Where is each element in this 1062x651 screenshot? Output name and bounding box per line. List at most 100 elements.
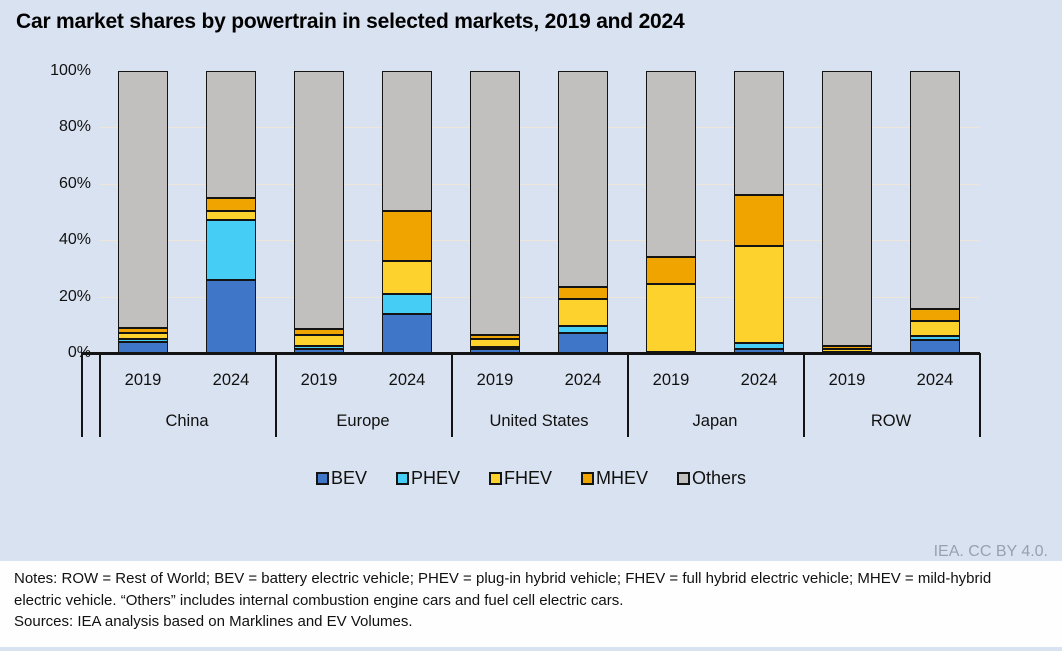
bar-japan-2024 (734, 71, 784, 353)
group-separator (451, 353, 453, 437)
group-separator (979, 353, 981, 437)
gridline-40 (99, 240, 979, 242)
legend-swatch-mhev-icon (581, 472, 595, 485)
bar-segment-others (206, 71, 256, 198)
year-label-europe-2019: 2019 (300, 371, 338, 389)
group-label-row: ROW (870, 412, 912, 430)
axis-end-tick (81, 353, 83, 437)
bar-segment-fhev (294, 334, 344, 346)
group-separator (99, 353, 101, 437)
bar-segment-mhev (734, 195, 784, 246)
gridline-80 (99, 127, 979, 129)
legend-label-fhev: FHEV (504, 468, 553, 488)
license-credit: IEA. CC BY 4.0. (933, 543, 1048, 560)
bar-segment-phev (118, 338, 168, 342)
gridline-20 (99, 296, 979, 298)
legend-swatch-fhev-icon (489, 472, 502, 485)
bar-segment-others (646, 71, 696, 258)
group-separator (627, 353, 629, 437)
group-label-china: China (165, 412, 209, 430)
group-separator (275, 353, 277, 437)
legend-swatch-bev-icon (315, 472, 329, 485)
legend-swatch-others-icon (677, 472, 691, 485)
legend-item-mhev: MHEV (581, 468, 648, 489)
bar-segment-fhev (734, 245, 784, 344)
legend-item-bev: BEV (315, 468, 367, 489)
sources-text: Sources: IEA analysis based on Marklines… (14, 613, 413, 630)
year-label-united-states-2019: 2019 (476, 371, 514, 389)
group-label-united-states: United States (489, 412, 589, 430)
bar-segment-phev (734, 343, 784, 349)
bar-segment-fhev (646, 283, 696, 352)
y-axis-label-20: 20% (58, 287, 91, 305)
group-label-japan: Japan (692, 412, 738, 430)
y-axis-label-100: 100% (50, 62, 91, 79)
bar-segment-phev (558, 326, 608, 334)
bar-segment-mhev (646, 257, 696, 284)
bar-segment-others (470, 71, 520, 335)
bar-segment-mhev (470, 334, 520, 339)
y-axis-label-40: 40% (58, 231, 91, 249)
legend-item-phev: PHEV (395, 468, 460, 489)
bar-segment-fhev (558, 299, 608, 327)
notes-text: Notes: ROW = Rest of World; BEV = batter… (14, 570, 992, 609)
chart-title: Car market shares by powertrain in selec… (16, 10, 685, 33)
bar-segment-others (734, 71, 784, 196)
bar-europe-2019 (294, 71, 344, 353)
year-label-japan-2019: 2019 (652, 371, 690, 389)
bar-segment-fhev (470, 338, 520, 348)
legend-label-bev: BEV (330, 468, 367, 488)
plot-area (99, 71, 979, 353)
y-axis-label-0: 0% (67, 344, 91, 361)
bar-row-2024 (910, 71, 960, 353)
bar-segment-phev (910, 336, 960, 341)
bar-segment-mhev (294, 329, 344, 335)
year-label-row-2019: 2019 (828, 371, 866, 389)
legend-item-others: Others (677, 468, 746, 489)
year-label-china-2024: 2024 (212, 371, 250, 389)
bar-segment-others (910, 71, 960, 310)
bar-segment-fhev (822, 348, 872, 352)
year-label-europe-2024: 2024 (388, 371, 426, 389)
bar-row-2019 (822, 71, 872, 353)
bar-segment-fhev (206, 210, 256, 221)
bar-segment-phev (206, 220, 256, 280)
legend: BEV PHEV FHEV MHEV Others (0, 468, 1062, 489)
x-axis-line (81, 352, 980, 355)
legend-swatch-phev-icon (395, 472, 409, 485)
bar-united-states-2024 (558, 71, 608, 353)
bar-segment-mhev (558, 286, 608, 300)
bar-segment-bev (382, 313, 432, 353)
legend-label-others: Others (692, 468, 747, 488)
y-axis-label-60: 60% (58, 174, 91, 192)
bar-segment-bev (206, 279, 256, 353)
bar-china-2024 (206, 71, 256, 353)
bar-segment-fhev (118, 333, 168, 339)
bar-europe-2024 (382, 71, 432, 353)
bar-segment-others (822, 71, 872, 346)
legend-label-phev: PHEV (410, 468, 460, 488)
bar-segment-others (382, 71, 432, 211)
bar-segment-others (294, 71, 344, 330)
bar-segment-fhev (382, 261, 432, 294)
bar-segment-fhev (910, 320, 960, 337)
bar-japan-2019 (646, 71, 696, 353)
year-label-china-2019: 2019 (124, 371, 162, 389)
bar-segment-mhev (118, 327, 168, 334)
bar-united-states-2019 (470, 71, 520, 353)
bar-china-2019 (118, 71, 168, 353)
bar-segment-phev (382, 293, 432, 314)
year-label-row-2024: 2024 (916, 371, 954, 389)
bar-segment-phev (294, 345, 344, 349)
group-separator (803, 353, 805, 437)
group-label-europe: Europe (336, 412, 390, 430)
bar-segment-mhev (822, 345, 872, 349)
year-label-united-states-2024: 2024 (564, 371, 602, 389)
bar-segment-mhev (206, 197, 256, 211)
bar-segment-others (558, 71, 608, 287)
notes-panel: Notes: ROW = Rest of World; BEV = batter… (0, 561, 1062, 647)
year-label-japan-2024: 2024 (740, 371, 778, 389)
gridline-60 (99, 183, 979, 185)
bar-segment-mhev (382, 210, 432, 262)
